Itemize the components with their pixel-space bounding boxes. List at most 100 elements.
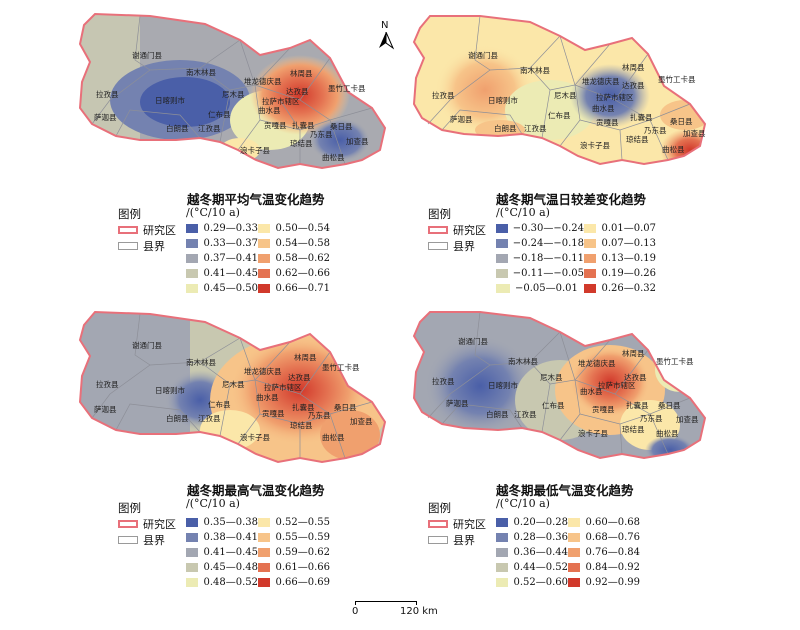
legend-study-area-label: 研究区 xyxy=(143,224,176,237)
county-label: 达孜县 xyxy=(288,372,311,382)
legend-class-label: 0.36—0.44 xyxy=(513,547,568,558)
legend-class-swatch xyxy=(186,254,199,263)
legend-class-item: 0.61—0.66 xyxy=(258,561,330,574)
legend-study-area-label: 研究区 xyxy=(143,518,176,531)
county-label: 贡嘎县 xyxy=(262,409,285,418)
legend-study-area: 研究区 xyxy=(118,222,176,238)
county-label: 墨竹工卡县 xyxy=(328,83,366,93)
county-label: 拉萨市辖区 xyxy=(598,380,636,390)
map-min-temp: 谢通门县 南木林县 拉孜县 萨迦县 日喀则市 仁布县 尼木县 白朗县 江孜县 堆… xyxy=(412,311,707,460)
map-panel-max-temp: 谢通门县 南木林县 拉孜县 萨迦县 日喀则市 仁布县 尼木县 白朗县 江孜县 堆… xyxy=(0,300,400,600)
map-title: 越冬期最高气温变化趋势 xyxy=(187,483,325,498)
legend-class-swatch xyxy=(258,533,271,542)
county-label: 乃东县 xyxy=(310,129,333,139)
county-label: 林周县 xyxy=(622,62,645,72)
county-label: 尼木县 xyxy=(222,89,245,99)
legend-class-swatch xyxy=(258,254,271,263)
legend-class-swatch xyxy=(258,518,271,527)
map-title: 越冬期气温日较差变化趋势 xyxy=(496,192,647,207)
county-label: 加查县 xyxy=(683,128,706,138)
county-label: 扎囊县 xyxy=(292,402,315,412)
legend-class-label: 0.07—0.13 xyxy=(601,238,656,249)
legend-class-label: 0.01—0.07 xyxy=(601,223,656,234)
legend-class-item: 0.92—0.99 xyxy=(568,576,640,589)
study-area-swatch xyxy=(428,520,448,528)
legend-class-swatch xyxy=(186,224,199,233)
legend-class-swatch xyxy=(258,224,271,233)
map-mean-temp: 谢通门县 南木林县 拉孜县 萨迦县 日喀则市 仁布县 尼木县 白朗县 江孜县 堆… xyxy=(78,12,387,170)
legend-class-item: 0.59—0.62 xyxy=(258,546,330,559)
county-label: 加查县 xyxy=(676,414,699,424)
county-label: 达孜县 xyxy=(622,80,645,90)
county-label: 曲水县 xyxy=(592,103,615,113)
legend-class-swatch xyxy=(186,563,199,572)
legend-class-swatch xyxy=(496,269,508,278)
scale-bar-line xyxy=(355,601,417,605)
legend-class-item: −0.11—−0.05 xyxy=(496,267,584,280)
legend-study-area: 研究区 xyxy=(428,222,486,238)
county-label: 白朗县 xyxy=(166,123,189,133)
legend-county-boundary-label: 县界 xyxy=(453,534,475,547)
legend-class-label: 0.60—0.68 xyxy=(585,517,640,528)
legend-county-boundary-label: 县界 xyxy=(143,240,165,253)
county-label: 曲松县 xyxy=(662,144,685,154)
north-arrow-label: N xyxy=(381,20,389,31)
county-label: 扎囊县 xyxy=(292,120,315,130)
county-boundary-swatch xyxy=(428,536,448,544)
legend-class-swatch xyxy=(258,578,271,587)
legend-classes: −0.30—−0.24 0.01—0.07 −0.24—−0.18 0.07—0.13… xyxy=(496,222,656,295)
county-label: 南木林县 xyxy=(520,65,550,75)
legend-class-item: −0.24—−0.18 xyxy=(496,237,584,250)
legend-class-item: 0.35—0.38 xyxy=(186,516,258,529)
map-panel-mean-temp: 谢通门县 南木林县 拉孜县 萨迦县 日喀则市 仁布县 尼木县 白朗县 江孜县 堆… xyxy=(0,0,400,300)
county-label: 拉萨市辖区 xyxy=(262,96,300,106)
legend-unit: /(°C/10 a) xyxy=(496,206,550,219)
legend-class-swatch xyxy=(496,563,509,572)
study-area-swatch xyxy=(118,226,138,234)
county-label: 白朗县 xyxy=(494,123,517,133)
study-area-outline xyxy=(78,12,387,170)
county-label: 林周县 xyxy=(294,352,317,362)
county-label: 江孜县 xyxy=(524,123,547,133)
legend-class-label: 0.76—0.84 xyxy=(585,547,640,558)
county-label: 仁布县 xyxy=(548,110,571,120)
county-label: 谢通门县 xyxy=(132,340,162,350)
county-label: 墨竹工卡县 xyxy=(322,362,360,372)
county-label: 日喀则市 xyxy=(488,95,518,105)
legend-classes: 0.35—0.38 0.52—0.55 0.38—0.41 0.55—0.59 0.41… xyxy=(186,516,330,589)
legend-class-item: 0.52—0.55 xyxy=(258,516,330,529)
county-label: 仁布县 xyxy=(208,399,231,409)
county-label: 墨竹工卡县 xyxy=(656,356,694,366)
legend-class-item: 0.60—0.68 xyxy=(568,516,640,529)
legend-class-swatch xyxy=(496,254,508,263)
county-label: 扎囊县 xyxy=(630,112,653,122)
county-label: 乃东县 xyxy=(640,413,663,423)
legend-class-swatch xyxy=(568,533,581,542)
legend-class-label: 0.92—0.99 xyxy=(585,577,640,588)
county-label: 浪卡子县 xyxy=(240,145,270,155)
north-arrow: N xyxy=(376,20,396,50)
legend-class-item: 0.45—0.48 xyxy=(186,561,258,574)
county-label: 江孜县 xyxy=(198,413,221,423)
county-label: 加查县 xyxy=(346,136,369,146)
legend-class-swatch xyxy=(496,548,509,557)
legend-class-item: 0.76—0.84 xyxy=(568,546,640,559)
legend-class-label: 0.13—0.19 xyxy=(601,253,656,264)
county-label: 曲松县 xyxy=(656,428,679,438)
legend-heading: 图例 xyxy=(118,501,141,515)
county-label: 日喀则市 xyxy=(155,385,185,395)
study-area-swatch xyxy=(118,520,138,528)
county-label: 南木林县 xyxy=(508,356,538,366)
county-label: 乃东县 xyxy=(308,410,331,420)
county-label: 扎囊县 xyxy=(626,400,649,410)
county-label: 贡嘎县 xyxy=(592,405,615,414)
legend-class-label: 0.66—0.69 xyxy=(275,577,330,588)
legend-class-swatch xyxy=(584,254,597,263)
legend-class-swatch xyxy=(496,224,508,233)
legend-class-label: 0.54—0.58 xyxy=(275,238,330,249)
county-label: 南木林县 xyxy=(186,67,216,77)
study-area-swatch xyxy=(428,226,448,234)
county-label: 南木林县 xyxy=(186,357,216,367)
legend-heading: 图例 xyxy=(428,207,451,221)
map-diurnal-range: 谢通门县 南木林县 拉孜县 萨迦县 日喀则市 仁布县 尼木县 白朗县 江孜县 堆… xyxy=(412,15,707,166)
